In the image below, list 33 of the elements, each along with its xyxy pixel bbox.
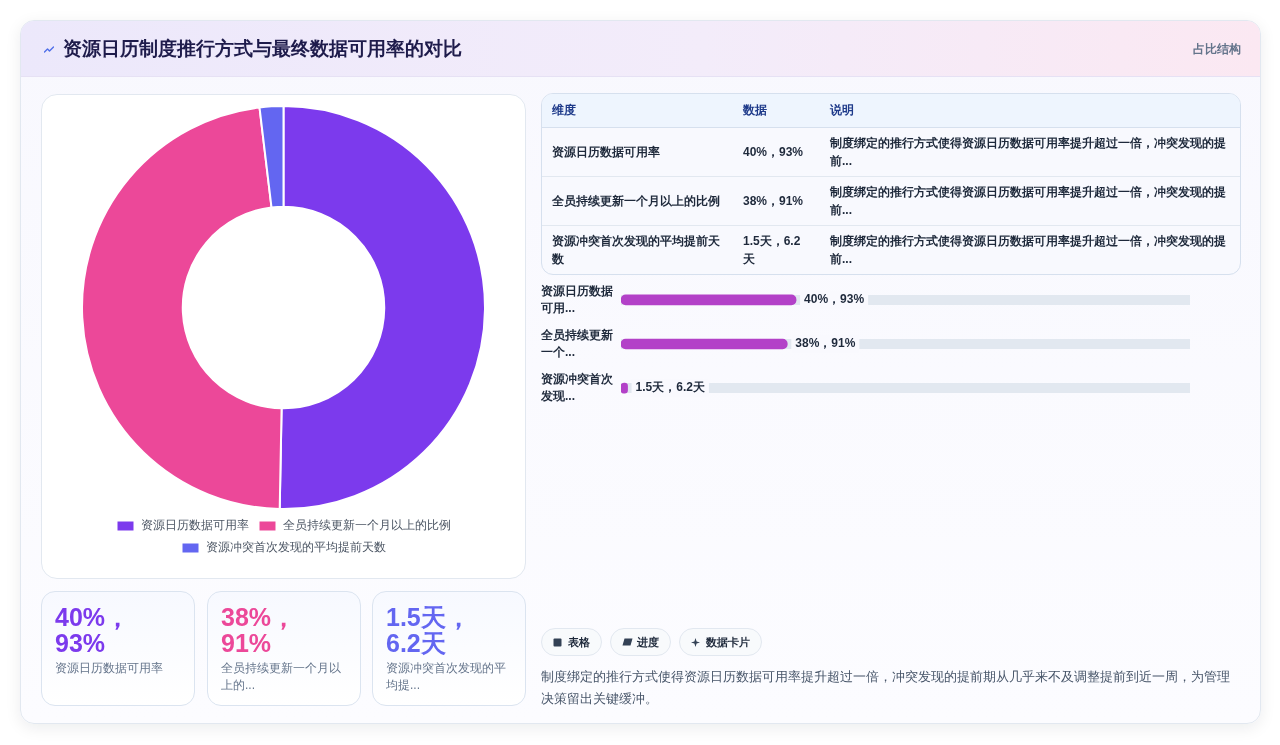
category-label: 资源日历数据可用率 bbox=[55, 661, 163, 675]
text: 38%，91% bbox=[733, 176, 820, 225]
legend-label: 资源日历数据可用率 bbox=[140, 518, 249, 533]
text: 说明 bbox=[820, 94, 1240, 127]
legend-label: 资源冲突首次发现的平均提前天数 bbox=[205, 540, 386, 555]
category-label: 资源冲突首次发现的平均提... bbox=[386, 661, 506, 692]
chart-title: 资源日历制度推行方式与最终数据可用率的对比 bbox=[63, 37, 462, 61]
data-label: 1.5天，6.2天 bbox=[635, 380, 706, 395]
text: 制度绑定的推行方式使得资源日历数据可用率提升超过一倍，冲突发现的提前... bbox=[820, 176, 1240, 225]
text: 40%，93% bbox=[742, 143, 805, 161]
category-label: 全员持续更新一个月以上的... bbox=[221, 661, 341, 692]
y-tick-label: 资源日历数据可用... bbox=[540, 283, 613, 315]
data-label: 38%，91% bbox=[795, 336, 856, 351]
legend-label: 全员持续更新一个月以上的比例 bbox=[282, 518, 451, 533]
text: 维度 bbox=[542, 94, 733, 127]
category-label: 进度 bbox=[610, 628, 671, 656]
text: 全员持续更新一个月以上的比例 bbox=[542, 176, 733, 225]
y-tick-label: 全员持续更新一个... bbox=[540, 327, 613, 359]
text: 资源日历数据可用率 bbox=[551, 143, 661, 161]
text: 38%，91% bbox=[221, 603, 297, 657]
category-label: 表格 bbox=[541, 628, 602, 656]
category-label: 数据卡片 bbox=[679, 628, 762, 656]
text: 40%，93% bbox=[55, 603, 131, 657]
text: 制度绑定的推行方式使得资源日历数据可用率提升超过一倍，冲突发现的提前... bbox=[820, 225, 1240, 274]
text: 制度绑定的推行方式使得资源日历数据可用率提升超过一倍，冲突发现的提前... bbox=[829, 134, 1227, 170]
data-label: 40%，93% bbox=[804, 292, 865, 307]
text: 1.5天，6.2天 bbox=[386, 603, 471, 657]
y-tick-label: 资源冲突首次发现... bbox=[540, 372, 614, 403]
text: 1.5天，6.2天 bbox=[733, 225, 820, 274]
text: 占比结构 bbox=[1193, 41, 1241, 57]
text: 资源冲突首次发现的平均提前天数 bbox=[542, 225, 733, 274]
text: 数据 bbox=[733, 94, 820, 127]
text: 制度绑定的推行方式使得资源日历数据可用率提升超过一倍，冲突发现的提前期从几乎来不及调整提前到近一周，为管理决策留出关键缓冲。 bbox=[541, 669, 1230, 706]
